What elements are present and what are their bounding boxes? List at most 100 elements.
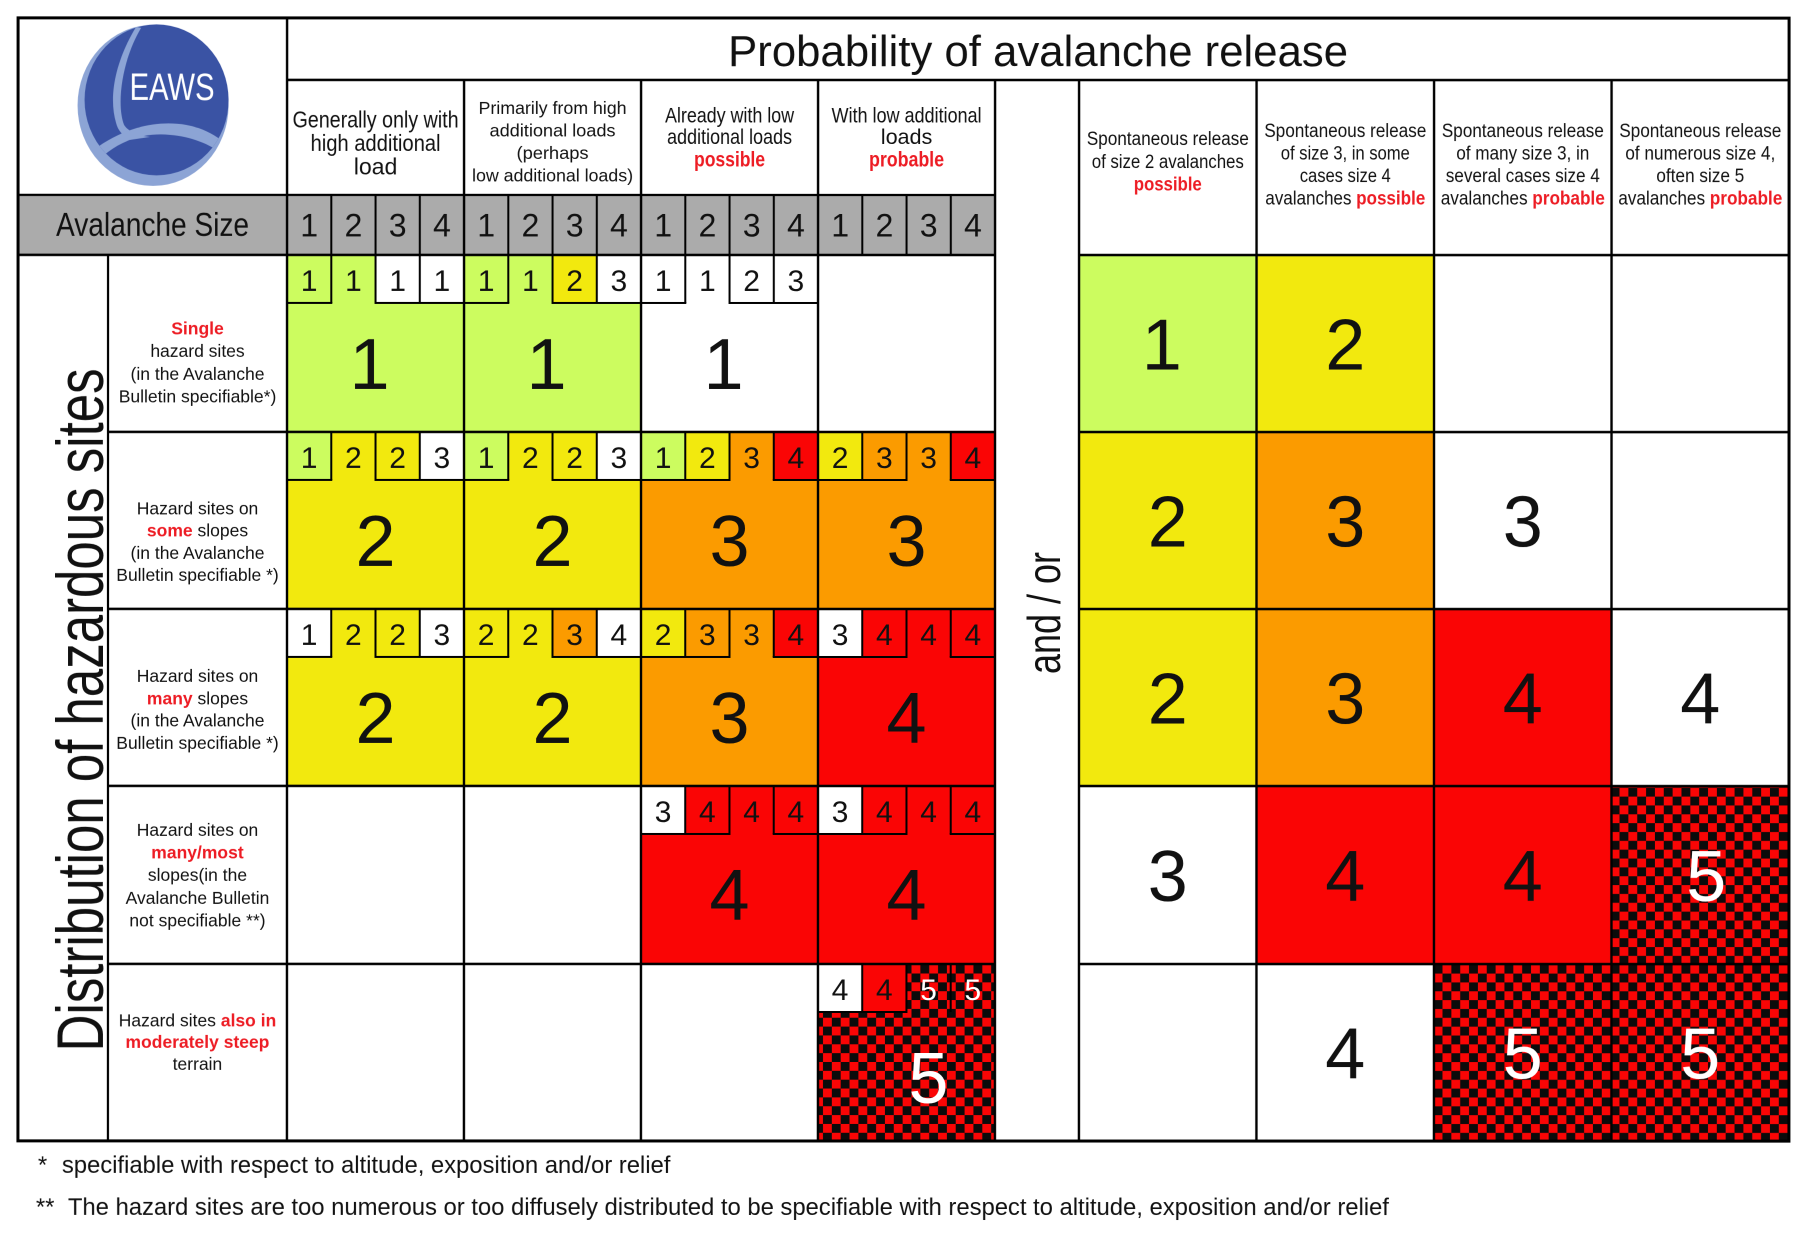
- svg-text:additional loads: additional loads: [667, 125, 792, 149]
- svg-text:2: 2: [532, 502, 572, 582]
- svg-text:of size 2 avalanches: of size 2 avalanches: [1092, 152, 1244, 173]
- svg-text:1: 1: [389, 265, 406, 298]
- svg-text:5: 5: [1680, 1015, 1720, 1095]
- svg-text:4: 4: [743, 796, 760, 829]
- svg-text:1: 1: [301, 265, 318, 298]
- svg-text:EAWS: EAWS: [130, 67, 215, 109]
- svg-text:4: 4: [920, 619, 937, 652]
- svg-text:3: 3: [832, 796, 849, 829]
- svg-text:Bulletin specifiable *): Bulletin specifiable *): [116, 733, 278, 753]
- svg-text:Already with low: Already with low: [665, 103, 794, 127]
- svg-text:3: 3: [566, 207, 584, 243]
- svg-text:*: *: [38, 1152, 47, 1179]
- svg-text:4: 4: [787, 207, 805, 243]
- svg-text:1: 1: [699, 265, 716, 298]
- svg-text:2: 2: [1148, 482, 1188, 562]
- svg-text:(perhaps: (perhaps: [517, 143, 589, 163]
- svg-text:2: 2: [345, 442, 362, 475]
- svg-text:4: 4: [611, 619, 628, 652]
- svg-text:4: 4: [832, 974, 849, 1007]
- svg-text:3: 3: [566, 619, 583, 652]
- svg-text:4: 4: [965, 796, 982, 829]
- svg-text:3: 3: [1503, 482, 1543, 562]
- svg-text:Bulletin specifiable *): Bulletin specifiable *): [116, 565, 278, 585]
- svg-text:terrain: terrain: [173, 1054, 223, 1074]
- svg-text:4: 4: [886, 856, 926, 936]
- svg-text:2: 2: [566, 265, 583, 298]
- svg-text:and / or: and / or: [1019, 552, 1070, 674]
- svg-text:loads: loads: [881, 125, 932, 149]
- svg-text:some slopes: some slopes: [147, 521, 248, 541]
- svg-text:2: 2: [743, 265, 760, 298]
- svg-text:2: 2: [699, 442, 716, 475]
- svg-text:4: 4: [1680, 660, 1720, 740]
- svg-text:1: 1: [478, 442, 495, 475]
- svg-text:4: 4: [433, 207, 451, 243]
- svg-text:4: 4: [709, 856, 749, 936]
- svg-text:Spontaneous release: Spontaneous release: [1619, 121, 1781, 142]
- svg-text:3: 3: [832, 619, 849, 652]
- svg-text:possible: possible: [1134, 175, 1202, 196]
- svg-text:Hazard sites also in: Hazard sites also in: [119, 1010, 277, 1030]
- svg-text:3: 3: [611, 442, 628, 475]
- svg-text:2: 2: [389, 442, 406, 475]
- svg-text:2: 2: [532, 679, 572, 759]
- svg-text:1: 1: [345, 265, 362, 298]
- svg-text:2: 2: [876, 207, 894, 243]
- svg-text:3: 3: [434, 442, 451, 475]
- svg-text:4: 4: [788, 796, 805, 829]
- svg-text:Hazard sites on: Hazard sites on: [137, 666, 259, 686]
- svg-text:4: 4: [1325, 837, 1365, 917]
- svg-text:3: 3: [434, 619, 451, 652]
- svg-text:(in the Avalanche: (in the Avalanche: [131, 364, 265, 384]
- svg-text:hazard sites: hazard sites: [150, 341, 245, 361]
- svg-text:moderately steep: moderately steep: [125, 1032, 269, 1052]
- svg-text:1: 1: [527, 325, 567, 405]
- svg-text:3: 3: [743, 442, 760, 475]
- svg-text:1: 1: [350, 325, 390, 405]
- svg-text:4: 4: [876, 974, 893, 1007]
- svg-text:3: 3: [709, 679, 749, 759]
- svg-text:2: 2: [522, 442, 539, 475]
- svg-text:many slopes: many slopes: [147, 688, 248, 708]
- svg-text:2: 2: [522, 207, 540, 243]
- svg-text:With low additional: With low additional: [832, 103, 982, 127]
- svg-text:Avalanche Bulletin: Avalanche Bulletin: [126, 888, 270, 908]
- svg-text:4: 4: [964, 208, 982, 244]
- svg-text:3: 3: [886, 502, 926, 582]
- svg-text:4: 4: [699, 796, 716, 829]
- svg-text:1: 1: [655, 265, 672, 298]
- svg-text:5: 5: [920, 974, 937, 1007]
- svg-text:load: load: [354, 153, 397, 179]
- svg-text:1: 1: [704, 325, 744, 405]
- svg-text:4: 4: [610, 207, 628, 243]
- svg-text:3: 3: [920, 208, 938, 244]
- svg-text:1: 1: [301, 442, 318, 475]
- svg-text:1: 1: [1142, 305, 1182, 385]
- svg-text:(in the Avalanche: (in the Avalanche: [131, 710, 265, 730]
- svg-text:1: 1: [434, 265, 451, 298]
- svg-text:2: 2: [355, 502, 395, 582]
- svg-text:4: 4: [788, 619, 805, 652]
- svg-text:2: 2: [389, 619, 406, 652]
- svg-text:often size 5: often size 5: [1656, 166, 1744, 187]
- svg-text:4: 4: [1325, 1014, 1365, 1094]
- svg-text:1: 1: [654, 207, 672, 243]
- svg-text:(in the Avalanche: (in the Avalanche: [131, 543, 265, 563]
- svg-text:3: 3: [699, 619, 716, 652]
- svg-text:4: 4: [965, 442, 982, 475]
- svg-text:Avalanche Size: Avalanche Size: [56, 206, 249, 243]
- svg-text:3: 3: [389, 207, 407, 243]
- svg-text:avalanches probable: avalanches probable: [1441, 189, 1605, 210]
- svg-text:5: 5: [964, 974, 981, 1007]
- svg-text:2: 2: [345, 207, 363, 243]
- svg-text:4: 4: [886, 679, 926, 759]
- svg-text:slopes(in the: slopes(in the: [148, 865, 247, 885]
- svg-text:2: 2: [1325, 305, 1365, 385]
- svg-text:Spontaneous release: Spontaneous release: [1264, 121, 1426, 142]
- svg-text:3: 3: [1148, 837, 1188, 917]
- svg-text:probable: probable: [869, 147, 944, 171]
- svg-text:3: 3: [1325, 482, 1365, 562]
- svg-text:4: 4: [920, 796, 937, 829]
- svg-text:avalanches possible: avalanches possible: [1265, 189, 1425, 210]
